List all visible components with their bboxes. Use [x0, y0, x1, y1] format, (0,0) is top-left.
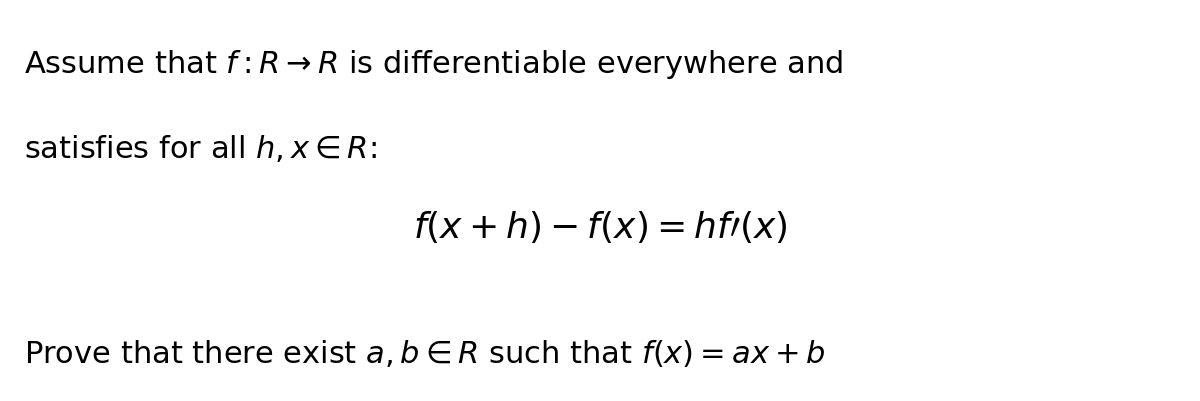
Text: satisfies for all $h, x \in R$:: satisfies for all $h, x \in R$:: [24, 132, 377, 163]
Text: Prove that there exist $a, b \in R$ such that $f(x) = ax + b$: Prove that there exist $a, b \in R$ such…: [24, 337, 826, 368]
Text: $f(x + h) - f(x) = hf{\prime}(x)$: $f(x + h) - f(x) = hf{\prime}(x)$: [413, 209, 787, 245]
Text: Assume that $f : R \rightarrow R$ is differentiable everywhere and: Assume that $f : R \rightarrow R$ is dif…: [24, 48, 844, 81]
